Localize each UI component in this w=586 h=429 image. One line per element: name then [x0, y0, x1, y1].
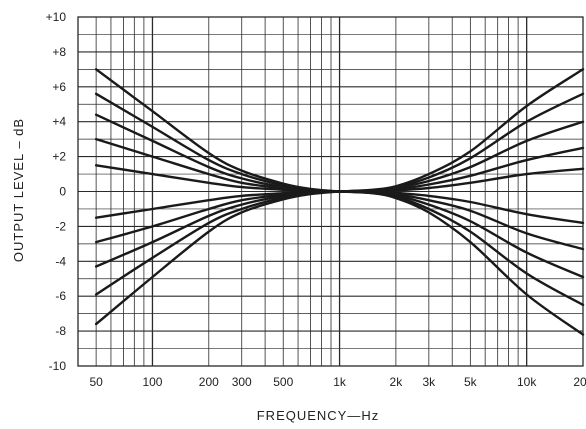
- response-curve-bass-9: [94, 190, 341, 326]
- response-curve-treble-19: [338, 190, 585, 336]
- y-tick-labels: +10 +8 +6 +4 +2 0 -2 -4 -6 -8 -10: [46, 10, 67, 373]
- y-tick-label: +2: [52, 150, 66, 164]
- x-tick-label: 200: [199, 375, 219, 389]
- y-tick-label: -6: [55, 289, 66, 303]
- x-tick-label: 20k: [573, 375, 586, 389]
- x-tick-labels: 50 100 200 300 500 1k 2k 3k 5k 10k 20k: [89, 375, 586, 389]
- y-tick-label: +6: [52, 80, 66, 94]
- response-curves: [94, 68, 585, 336]
- x-tick-label: 2k: [390, 375, 404, 389]
- y-tick-label: -10: [49, 359, 67, 373]
- x-tick-label: 3k: [422, 375, 436, 389]
- x-tick-label: 500: [273, 375, 293, 389]
- y-tick-label: -4: [55, 254, 66, 268]
- x-axis-label: FREQUENCY—Hz: [257, 408, 380, 423]
- y-tick-label: +10: [46, 10, 67, 24]
- x-tick-label: 100: [142, 375, 162, 389]
- y-tick-label: +4: [52, 115, 66, 129]
- y-axis-label: OUTPUT LEVEL – dB: [11, 118, 26, 262]
- y-tick-label: +8: [52, 45, 66, 59]
- y-tick-label: -2: [55, 219, 66, 233]
- plot-frame: [77, 16, 584, 367]
- y-tick-label: 0: [59, 185, 66, 199]
- x-tick-label: 300: [232, 375, 252, 389]
- x-tick-label: 1k: [333, 375, 347, 389]
- x-tick-label: 10k: [517, 375, 537, 389]
- y-tick-label: -8: [55, 324, 66, 338]
- x-tick-label: 5k: [464, 375, 478, 389]
- x-tick-label: 50: [89, 375, 103, 389]
